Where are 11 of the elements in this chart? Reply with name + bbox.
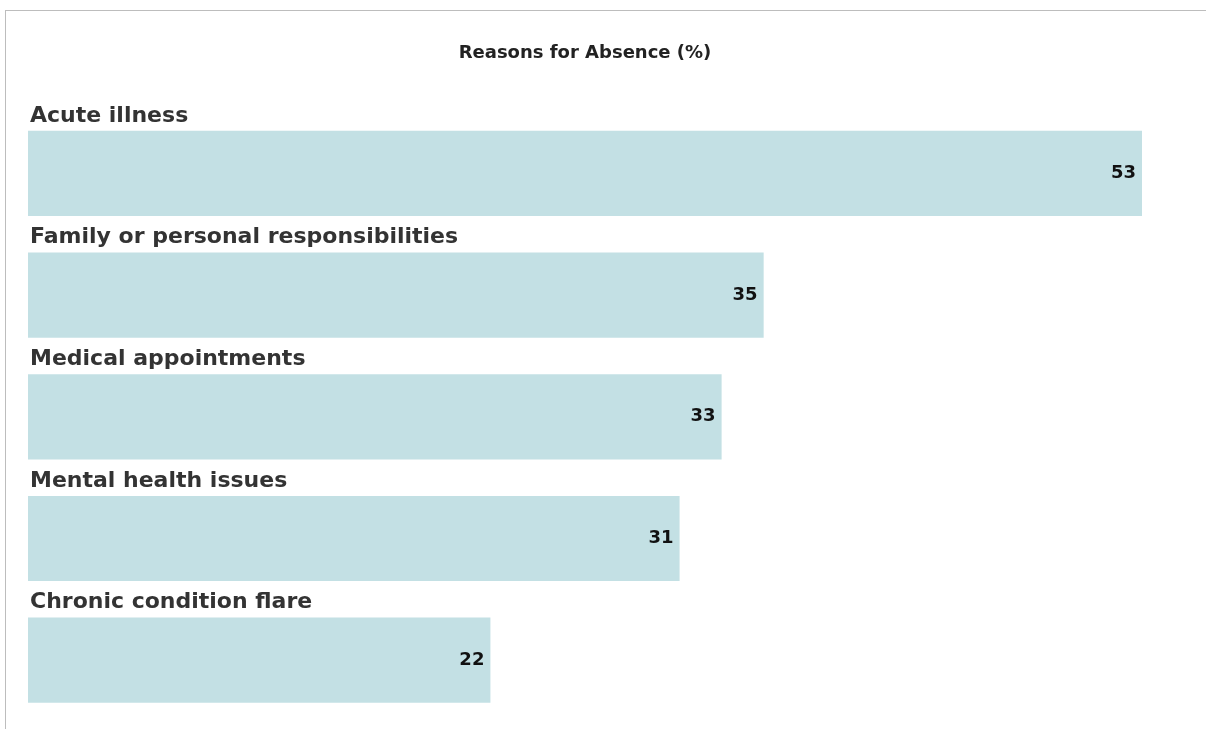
y-tick-label: Family or personal responsibilities	[30, 223, 459, 249]
y-tick-label: Chronic condition flare	[30, 588, 313, 614]
data-label: 53	[1110, 161, 1136, 183]
y-tick-label: Mental health issues	[30, 466, 288, 492]
chart-title: Reasons for Absence (%)	[458, 41, 712, 63]
data-label: 22	[459, 647, 485, 669]
data-label: 35	[732, 282, 758, 304]
data-label: 33	[690, 404, 716, 426]
y-tick-label: Medical appointments	[30, 344, 306, 370]
data-label: 31	[648, 526, 674, 548]
y-tick-label: Acute illness	[30, 101, 189, 127]
